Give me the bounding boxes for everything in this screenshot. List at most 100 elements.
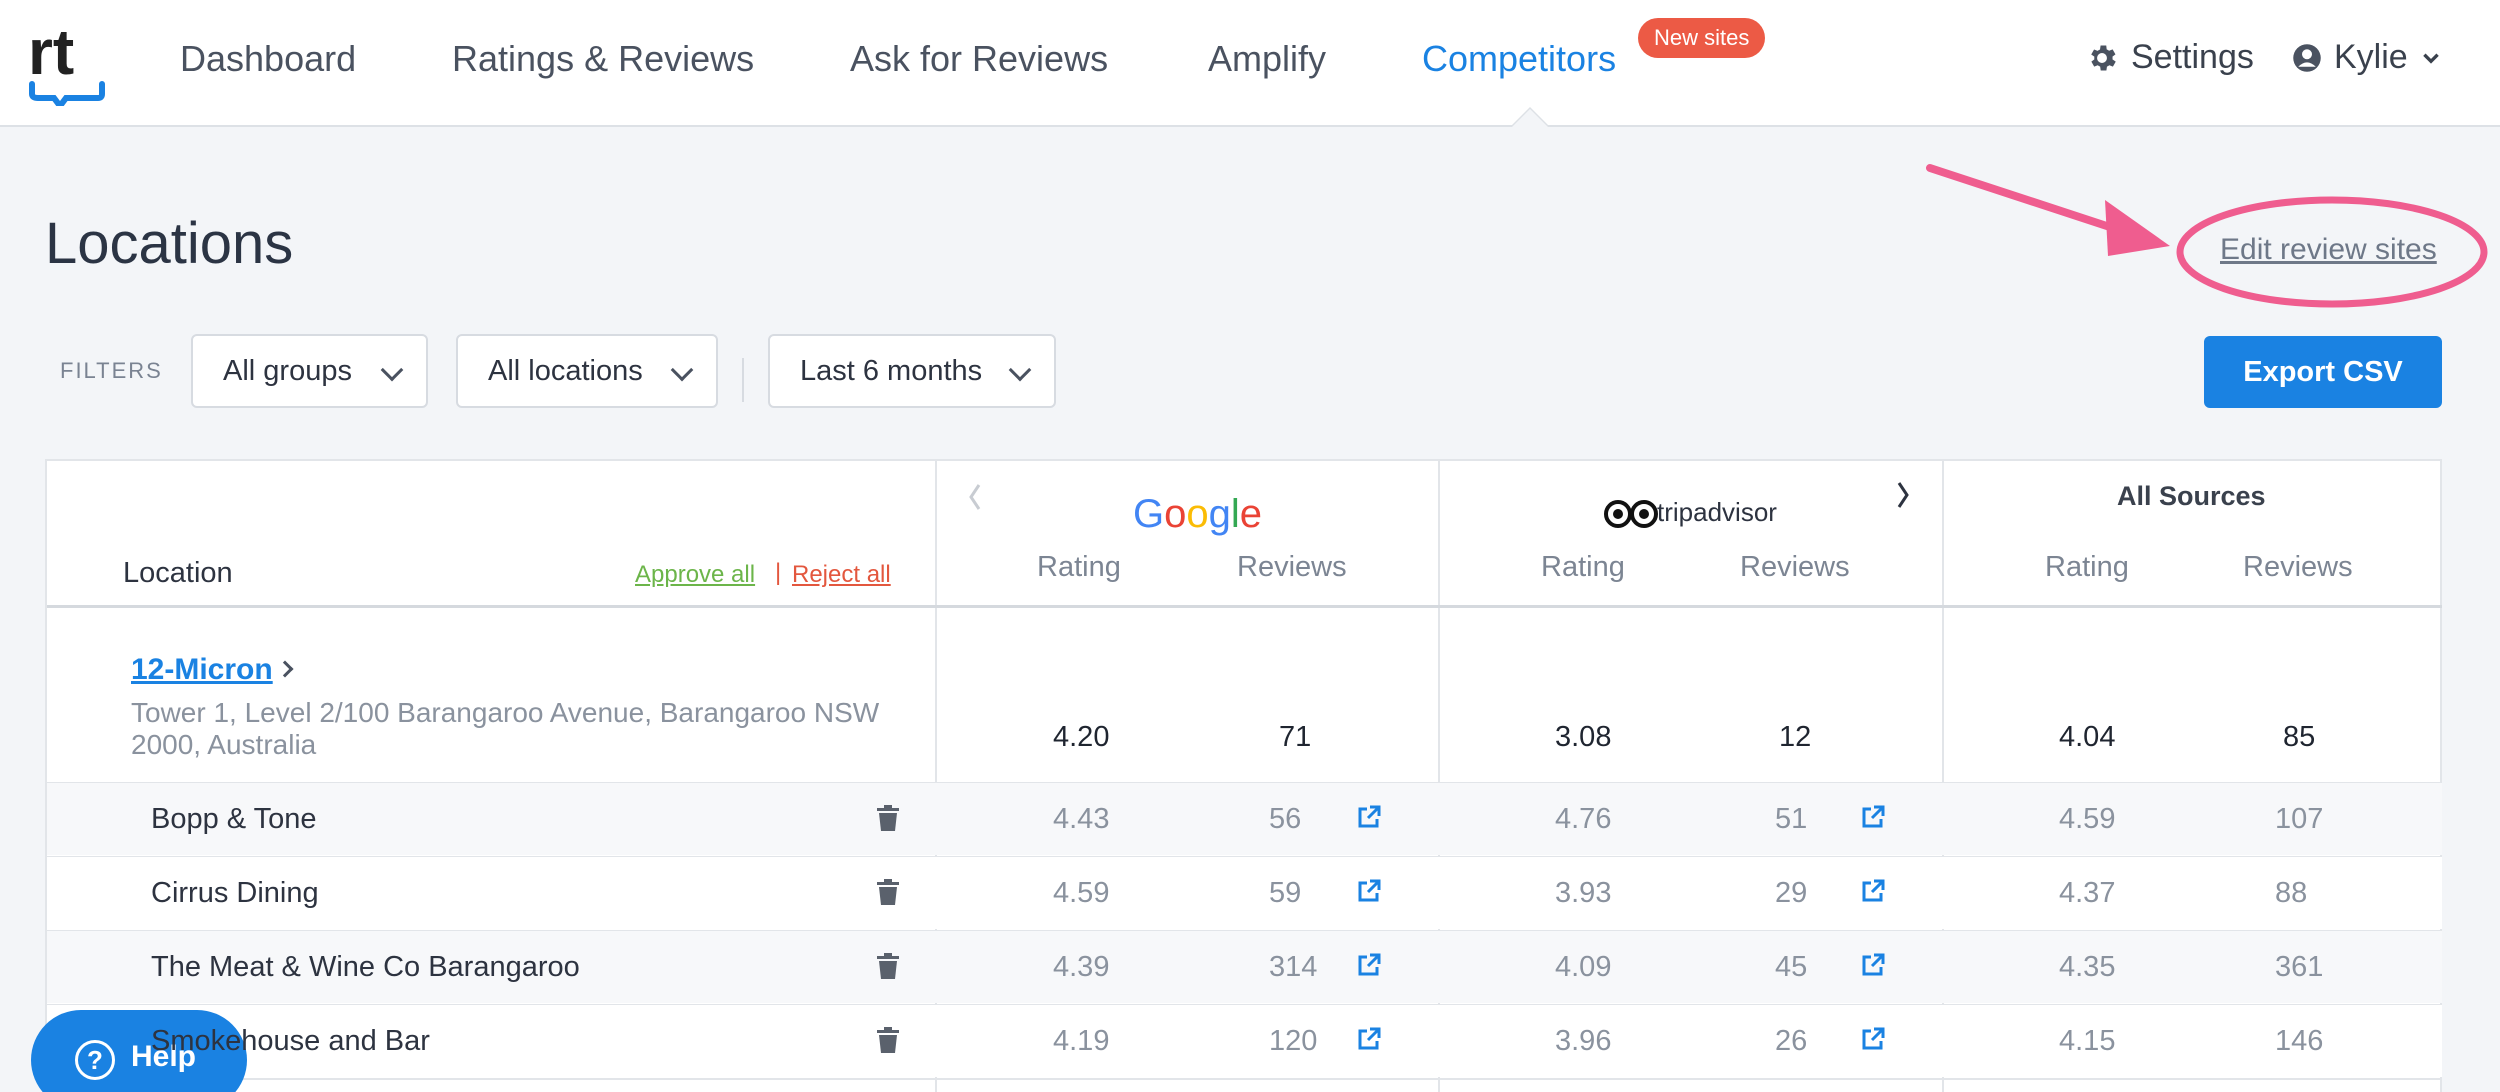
external-link-icon[interactable] bbox=[1861, 805, 1885, 829]
annotation-arrow bbox=[1926, 164, 2170, 256]
all-sources-header: All Sources bbox=[2117, 481, 2266, 511]
top-nav: rt Dashboard Ratings & Reviews Ask for R… bbox=[0, 0, 2500, 127]
parent-location-link[interactable]: 12-Micron bbox=[131, 653, 273, 686]
google-logo: Google bbox=[1133, 492, 1262, 536]
chevron-left-icon[interactable] bbox=[965, 481, 985, 513]
all-rating-value: 4.35 bbox=[2059, 951, 2116, 983]
svg-text:rt: rt bbox=[28, 16, 74, 88]
page-title: Locations bbox=[45, 211, 294, 276]
nav-amplify[interactable]: Amplify bbox=[1208, 38, 1327, 79]
tripadvisor-owl-icon bbox=[1604, 500, 1658, 528]
external-link-icon[interactable] bbox=[1357, 805, 1381, 829]
table-row bbox=[47, 783, 2442, 855]
ta-rating-value: 3.93 bbox=[1555, 877, 1612, 909]
chevron-right-icon[interactable] bbox=[276, 660, 294, 678]
parent-location-address: Tower 1, Level 2/100 Barangaroo Avenue, … bbox=[131, 697, 880, 760]
google-rating-value: 4.19 bbox=[1053, 1025, 1110, 1057]
approve-all-link[interactable]: Approve all bbox=[635, 561, 756, 588]
parent-all-reviews: 85 bbox=[2283, 721, 2316, 753]
period-dropdown-value: Last 6 months bbox=[800, 354, 983, 387]
parent-ta-reviews: 12 bbox=[1779, 721, 1812, 753]
filter-divider bbox=[742, 358, 744, 402]
all-reviews-value: 361 bbox=[2275, 951, 2324, 983]
column-divider bbox=[1438, 461, 1440, 1092]
period-dropdown[interactable]: Last 6 months bbox=[768, 334, 1056, 408]
ta-reviews-value: 26 bbox=[1775, 1025, 1808, 1057]
help-label: Help bbox=[131, 1040, 197, 1073]
tripadvisor-logo: tripadvisor bbox=[1657, 497, 1777, 527]
all-rating-value: 4.37 bbox=[2059, 877, 2116, 909]
parent-all-rating: 4.04 bbox=[2059, 721, 2116, 753]
column-divider bbox=[935, 461, 937, 1092]
all-reviews-value: 146 bbox=[2275, 1025, 2324, 1057]
ta-rating-value: 4.76 bbox=[1555, 803, 1612, 835]
external-link-icon[interactable] bbox=[1357, 879, 1381, 903]
google-logo-text: Google bbox=[1133, 492, 1262, 536]
groups-dropdown[interactable]: All groups bbox=[191, 334, 428, 408]
external-link-icon[interactable] bbox=[1357, 953, 1381, 977]
user-menu[interactable]: Kylie bbox=[2292, 38, 2442, 77]
chevron-down-icon bbox=[1008, 358, 1032, 382]
help-button[interactable]: ? Help bbox=[31, 1010, 247, 1092]
groups-dropdown-value: All groups bbox=[223, 354, 352, 387]
trash-icon[interactable] bbox=[877, 953, 899, 979]
link-separator: | bbox=[775, 559, 782, 586]
external-link-icon[interactable] bbox=[1861, 1027, 1885, 1051]
table-row bbox=[47, 1005, 2442, 1077]
ta-reviews-value: 45 bbox=[1775, 951, 1808, 983]
nav-ask-for-reviews[interactable]: Ask for Reviews bbox=[850, 38, 1109, 79]
external-link-icon[interactable] bbox=[1357, 1027, 1381, 1051]
location-column-header: Location bbox=[123, 557, 233, 589]
export-csv-button[interactable]: Export CSV bbox=[2204, 336, 2442, 408]
ta-reviews-header: Reviews bbox=[1740, 551, 1850, 583]
google-rating-value: 4.59 bbox=[1053, 877, 1110, 909]
google-reviews-value: 120 bbox=[1269, 1025, 1318, 1057]
nav-competitors[interactable]: Competitors bbox=[1422, 38, 1617, 79]
parent-google-rating: 4.20 bbox=[1053, 721, 1110, 753]
user-name: Kylie bbox=[2334, 38, 2408, 76]
all-rating-header: Rating bbox=[2045, 551, 2129, 583]
settings-label: Settings bbox=[2131, 38, 2254, 76]
ta-reviews-value: 51 bbox=[1775, 803, 1808, 835]
all-rating-value: 4.59 bbox=[2059, 803, 2116, 835]
help-icon: ? bbox=[75, 1040, 115, 1080]
nav-ratings-reviews[interactable]: Ratings & Reviews bbox=[452, 38, 755, 79]
table-row bbox=[47, 931, 2442, 1003]
column-divider bbox=[1942, 461, 1944, 1092]
active-tab-caret bbox=[1512, 109, 1548, 127]
ta-rating-value: 3.96 bbox=[1555, 1025, 1612, 1057]
all-reviews-header: Reviews bbox=[2243, 551, 2353, 583]
chevron-down-icon bbox=[670, 358, 694, 382]
all-reviews-value: 88 bbox=[2275, 877, 2308, 909]
chevron-down-icon bbox=[380, 358, 404, 382]
trash-icon[interactable] bbox=[877, 1027, 899, 1053]
row-divider bbox=[47, 1078, 2442, 1080]
google-rating-value: 4.39 bbox=[1053, 951, 1110, 983]
ta-rating-header: Rating bbox=[1541, 551, 1625, 583]
google-rating-value: 4.43 bbox=[1053, 803, 1110, 835]
trash-icon[interactable] bbox=[877, 879, 899, 905]
nav-dashboard[interactable]: Dashboard bbox=[180, 38, 357, 79]
competitor-name: Cirrus Dining bbox=[151, 877, 319, 909]
ta-reviews-value: 29 bbox=[1775, 877, 1808, 909]
edit-review-sites-link[interactable]: Edit review sites bbox=[2220, 233, 2437, 266]
external-link-icon[interactable] bbox=[1861, 879, 1885, 903]
locations-dropdown[interactable]: All locations bbox=[456, 334, 718, 408]
google-reviews-value: 59 bbox=[1269, 877, 1302, 909]
external-link-icon[interactable] bbox=[1861, 953, 1885, 977]
annotation-circle bbox=[2176, 196, 2488, 308]
parent-google-reviews: 71 bbox=[1279, 721, 1312, 753]
trash-icon[interactable] bbox=[877, 805, 899, 831]
all-reviews-value: 107 bbox=[2275, 803, 2324, 835]
new-sites-badge: New sites bbox=[1638, 18, 1766, 58]
chevron-right-icon[interactable] bbox=[1893, 479, 1913, 511]
settings-link[interactable]: Settings bbox=[2085, 38, 2254, 77]
competitor-name: The Meat & Wine Co Barangaroo bbox=[151, 951, 580, 983]
google-reviews-header: Reviews bbox=[1237, 551, 1347, 583]
google-rating-header: Rating bbox=[1037, 551, 1121, 583]
reject-all-link[interactable]: Reject all bbox=[792, 561, 891, 588]
google-reviews-value: 314 bbox=[1269, 951, 1318, 983]
rt-logo[interactable]: rt bbox=[26, 16, 106, 106]
google-reviews-value: 56 bbox=[1269, 803, 1302, 835]
ta-rating-value: 4.09 bbox=[1555, 951, 1612, 983]
